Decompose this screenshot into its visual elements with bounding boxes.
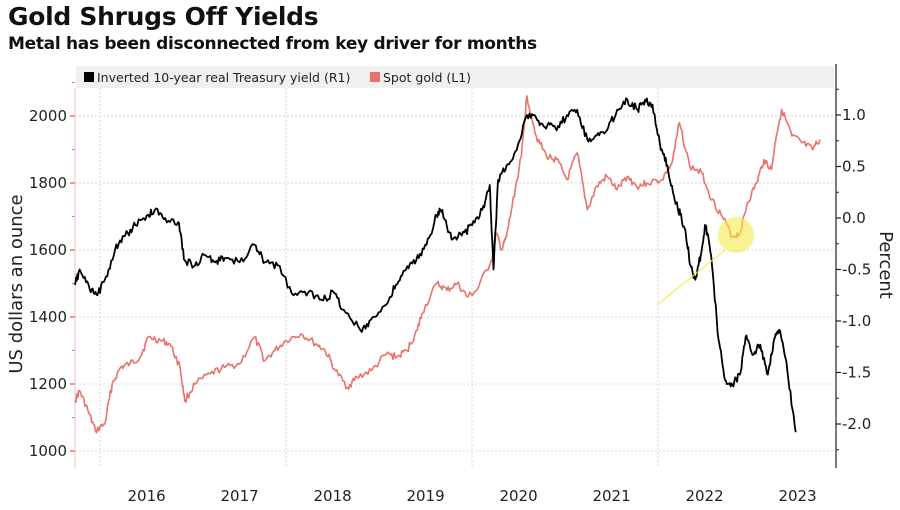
series-line-spot-gold [74, 95, 821, 434]
right-axis-tick-label: 0.0 [842, 209, 866, 227]
legend-swatch-gold [370, 72, 380, 82]
left-axis-tick-label: 1800 [29, 174, 67, 192]
left-axis-tick-label: 1200 [29, 375, 67, 393]
left-axis-tick-label: 1600 [29, 241, 67, 259]
x-axis-tick-label: 2017 [221, 487, 259, 505]
annotation-arrow [656, 249, 726, 306]
left-axis-tick-label: 1000 [29, 442, 67, 460]
annotation [656, 217, 754, 306]
chart-subtitle: Metal has been disconnected from key dri… [8, 34, 537, 54]
series-line-inverted-real-yield [74, 97, 797, 433]
left-axis-tick-label: 1400 [29, 308, 67, 326]
annotation-highlight-circle [718, 217, 754, 253]
legend-swatch-yield [84, 72, 94, 82]
x-axis-tick-label: 2018 [313, 487, 351, 505]
right-axis-tick-label: 0.5 [842, 158, 866, 176]
gridlines [75, 88, 836, 468]
x-axis-tick-label: 2021 [592, 487, 630, 505]
x-axis-tick-label: 2020 [499, 487, 537, 505]
x-axis-tick-label: 2019 [406, 487, 444, 505]
axes: 1000 1200 1400 1600 1800 2000 -2.0 -1.5 -1.0 -0.5… [29, 64, 871, 505]
right-axis-tick-label: -1.0 [842, 312, 871, 330]
x-axis-tick-label: 2023 [778, 487, 816, 505]
legend-background [76, 66, 834, 88]
series [74, 95, 821, 434]
left-axis-tick-label: 2000 [29, 107, 67, 125]
legend: Inverted 10-year real Treasury yield (R1… [76, 66, 834, 88]
right-axis-tick-label: 1.0 [842, 106, 866, 124]
legend-label-gold: Spot gold (L1) [383, 70, 471, 85]
right-axis-tick-label: -0.5 [842, 261, 871, 279]
chart-title: Gold Shrugs Off Yields [8, 2, 319, 31]
x-axis-tick-label: 2016 [128, 487, 166, 505]
left-axis-title: US dollars an ounce [6, 194, 27, 373]
right-axis-tick-label: -1.5 [842, 364, 871, 382]
legend-label-yield: Inverted 10-year real Treasury yield (R1… [97, 70, 350, 85]
x-axis-tick-label: 2022 [685, 487, 723, 505]
right-axis-tick-label: -2.0 [842, 415, 871, 433]
right-axis-title: Percent [875, 231, 896, 299]
